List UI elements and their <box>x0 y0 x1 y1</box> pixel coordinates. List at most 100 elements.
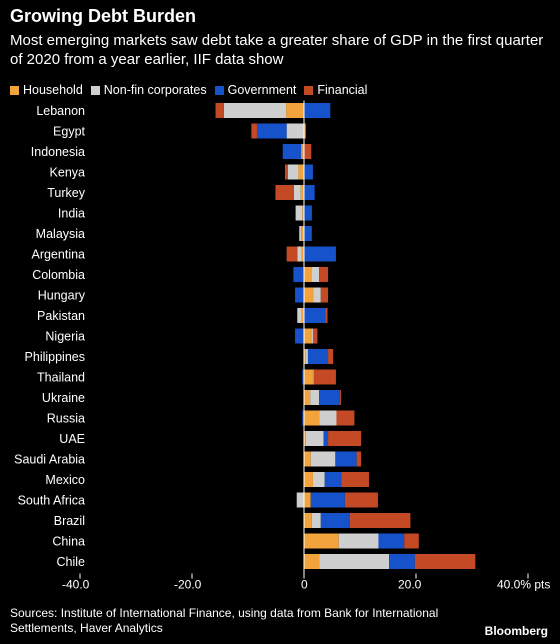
bar-egypt-household <box>304 123 306 139</box>
bar-hungary-government <box>295 287 304 303</box>
bar-colombia-non-fin-corporates <box>311 267 320 282</box>
x-tick-label-3: 20.0 <box>398 578 422 592</box>
bar-pakistan-non-fin-corporates <box>297 308 302 323</box>
category-label-pakistan: Pakistan <box>37 309 85 323</box>
legend-item-non-fin-corporates: Non-fin corporates <box>90 83 207 97</box>
bar-pakistan-household <box>301 308 304 323</box>
category-label-china: China <box>52 535 85 549</box>
bar-brazil-non-fin-corporates <box>311 513 321 528</box>
bar-philippines-non-fin-corporates <box>305 349 308 364</box>
bloomberg-logo: Bloomberg <box>484 624 548 638</box>
bar-colombia-household <box>304 267 312 282</box>
bar-south-africa-government <box>310 492 345 508</box>
bar-south-africa-financial <box>344 492 378 508</box>
legend-label-financial: Financial <box>317 83 368 97</box>
category-label-indonesia: Indonesia <box>31 145 85 159</box>
bar-india-household <box>302 205 304 221</box>
bar-pakistan-government <box>304 308 326 323</box>
bar-egypt-financial <box>251 123 257 139</box>
bar-ukraine-government <box>319 390 340 405</box>
bar-russia-household <box>304 410 320 426</box>
x-tick-label-1: -20.0 <box>174 578 202 592</box>
bar-turkey-government <box>304 185 315 200</box>
category-label-russia: Russia <box>47 412 85 426</box>
category-label-colombia: Colombia <box>32 268 85 282</box>
chart-subtitle: Most emerging markets saw debt take a gr… <box>10 32 544 68</box>
legend-swatch-non-fin-corporates <box>90 85 100 95</box>
bar-kenya-non-fin-corporates <box>287 164 299 180</box>
bar-lebanon-government <box>304 103 331 118</box>
bar-ukraine-financial <box>339 390 341 405</box>
legend-swatch-financial <box>304 85 314 95</box>
bar-kenya-household <box>298 164 304 180</box>
bar-india-non-fin-corporates <box>295 205 303 221</box>
bar-mexico-financial <box>341 472 369 487</box>
category-label-brazil: Brazil <box>54 514 85 528</box>
bar-turkey-non-fin-corporates <box>293 185 301 200</box>
bar-saudi-arabia-household <box>304 451 311 467</box>
bar-russia-non-fin-corporates <box>319 410 337 426</box>
chart-title: Growing Debt Burden <box>10 6 196 26</box>
bar-brazil-financial <box>349 513 411 528</box>
category-label-lebanon: Lebanon <box>36 104 85 118</box>
bar-argentina-non-fin-corporates <box>297 246 302 262</box>
x-tick-label-4: 40.0% pts <box>497 578 550 592</box>
category-label-turkey: Turkey <box>47 186 85 200</box>
bar-lebanon-non-fin-corporates <box>223 103 287 118</box>
bar-uae-household <box>304 431 306 446</box>
bar-south-africa-household <box>304 492 311 508</box>
bar-malaysia-government <box>304 226 312 241</box>
legend-swatch-household <box>10 85 19 95</box>
bar-turkey-household <box>300 185 304 200</box>
bar-colombia-government <box>293 267 304 282</box>
bar-hungary-non-fin-corporates <box>313 287 321 303</box>
bar-egypt-non-fin-corporates <box>286 123 304 139</box>
bar-india-government <box>304 205 312 221</box>
bar-chile-household <box>304 554 320 569</box>
bar-kenya-financial <box>284 164 288 180</box>
category-label-malaysia: Malaysia <box>36 227 85 241</box>
bar-china-non-fin-corporates <box>338 533 379 549</box>
legend-item-household: Household <box>10 83 83 97</box>
bar-lebanon-financial <box>215 103 224 118</box>
bar-south-africa-non-fin-corporates <box>296 492 304 508</box>
category-label-thailand: Thailand <box>37 371 85 385</box>
bar-chile-government <box>389 554 415 569</box>
bar-pakistan-financial <box>325 308 328 323</box>
bar-hungary-financial <box>320 287 329 303</box>
category-label-hungary: Hungary <box>38 289 86 303</box>
bar-philippines-financial <box>328 349 334 364</box>
bar-mexico-government <box>324 472 342 487</box>
source-note: Sources: Institute of International Fina… <box>10 606 439 635</box>
bar-turkey-financial <box>275 185 294 200</box>
stacked-bar-chart: -40.0 -20.0 0 20.0 40.0% pts Lebanon Egypt Indo… <box>14 100 550 592</box>
bar-lebanon-household <box>286 103 304 118</box>
bar-thailand-household <box>304 369 313 385</box>
bar-chile-non-fin-corporates <box>319 554 390 569</box>
legend-label-government: Government <box>227 83 297 97</box>
category-label-chile: Chile <box>57 555 86 569</box>
bar-malaysia-household <box>301 226 304 241</box>
category-label-argentina: Argentina <box>31 248 85 262</box>
bar-china-financial <box>404 533 419 549</box>
bar-indonesia-non-fin-corporates <box>301 144 303 159</box>
category-label-india: India <box>58 207 85 221</box>
bar-nigeria-household <box>304 328 312 344</box>
bar-thailand-non-fin-corporates <box>312 369 314 385</box>
bar-brazil-household <box>304 513 312 528</box>
bar-saudi-arabia-government <box>335 451 357 467</box>
bar-malaysia-non-fin-corporates <box>299 226 302 241</box>
bar-indonesia-financial <box>304 144 312 159</box>
x-tick-label-2: 0 <box>301 578 308 592</box>
bar-argentina-government <box>304 246 336 262</box>
bar-hungary-household <box>304 287 314 303</box>
bar-ukraine-household <box>304 390 311 405</box>
x-tick-label-0: -40.0 <box>62 578 90 592</box>
bar-uae-non-fin-corporates <box>305 431 324 446</box>
legend: Household Non-fin corporates Government … <box>10 83 375 97</box>
bar-mexico-household <box>304 472 313 487</box>
legend-item-government: Government <box>214 83 297 97</box>
bar-malaysia-financial <box>298 226 300 241</box>
bar-argentina-financial <box>286 246 298 262</box>
bar-russia-financial <box>336 410 355 426</box>
